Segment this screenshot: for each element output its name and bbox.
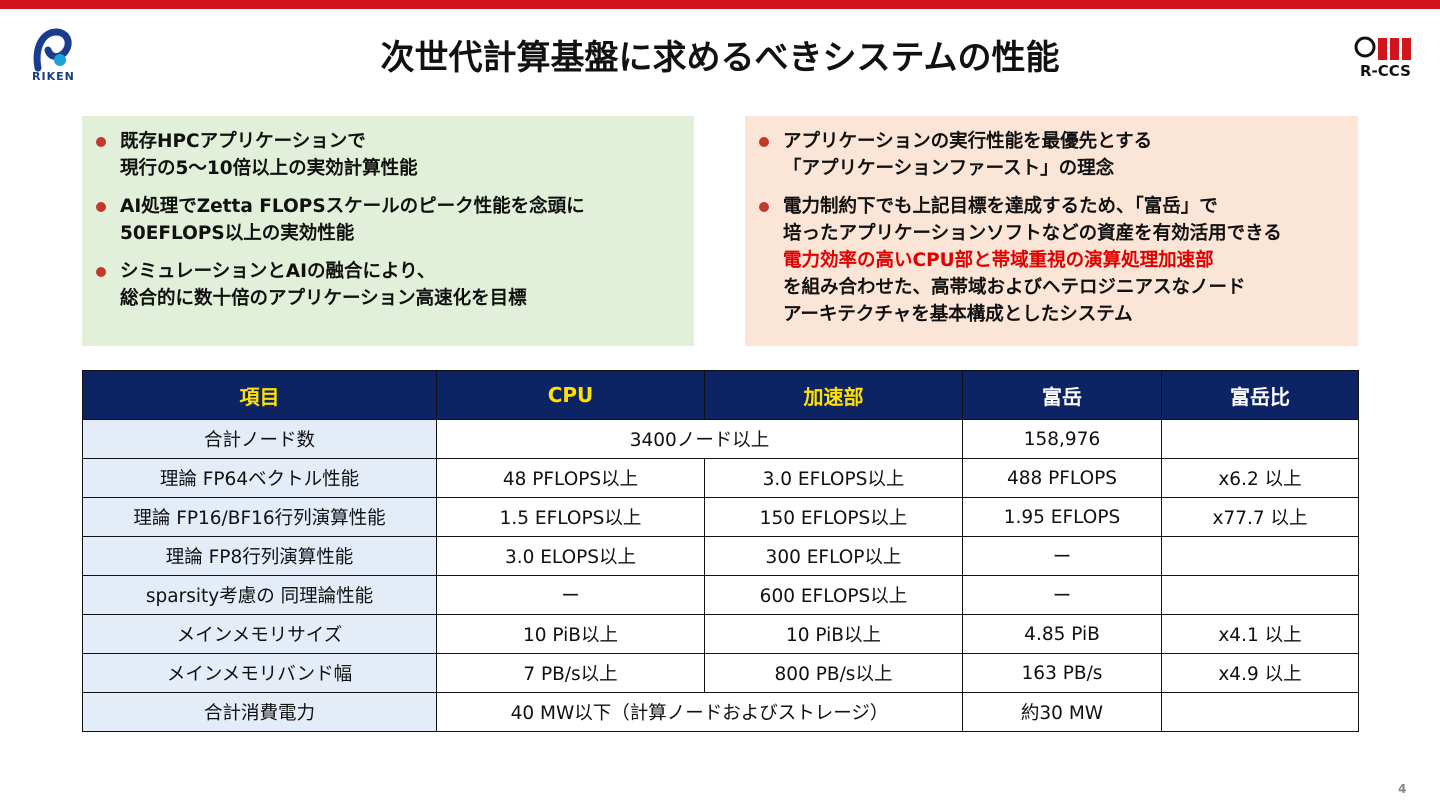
- bullet-line: 電力制約下でも上記目標を達成するため、「富岳」で: [783, 196, 1218, 217]
- bullet-line: 培ったアプリケーションソフトなどの資産を有効活用できる: [783, 223, 1282, 244]
- bullet-item: アプリケーションの実行性能を最優先とする 「アプリケーションファースト」の理念: [759, 128, 1344, 182]
- row-label: メインメモリバンド幅: [82, 653, 437, 693]
- bullet-dot-icon: [759, 202, 769, 212]
- rccs-logo-icon: [1354, 36, 1411, 60]
- top-accent-bar: [0, 0, 1440, 9]
- bullet-line: シミュレーションとAIの融合により、: [120, 261, 436, 282]
- cell-ratio: [1161, 575, 1359, 615]
- page-number: 4: [1398, 782, 1407, 796]
- row-label: 理論 FP64ベクトル性能: [82, 458, 437, 498]
- row-label: 合計消費電力: [82, 692, 437, 732]
- cell-fugaku: 1.95 EFLOPS: [962, 497, 1162, 537]
- cell-cpu: ー: [436, 575, 705, 615]
- cell-fugaku: 4.85 PiB: [962, 614, 1162, 654]
- page-title: 次世代計算基盤に求めるべきシステムの性能: [380, 38, 1060, 78]
- bullet-dot-icon: [96, 202, 106, 212]
- left-goals-panel: 既存HPCアプリケーションで 現行の5～10倍以上の実効計算性能 AI処理でZe…: [82, 116, 694, 346]
- cell-cpu: 7 PB/s以上: [436, 653, 705, 693]
- cell-ratio: x4.1 以上: [1161, 614, 1359, 654]
- cell-ratio: x6.2 以上: [1161, 458, 1359, 498]
- bullet-line: 50EFLOPS以上の実効性能: [120, 223, 355, 244]
- row-label: sparsity考慮の 同理論性能: [82, 575, 437, 615]
- spec-table: 項目 CPU 加速部 富岳 富岳比 合計ノード数 3400ノード以上 158,9…: [82, 370, 1359, 732]
- cell-fugaku: 158,976: [962, 419, 1162, 459]
- header-accelerator: 加速部: [704, 370, 963, 420]
- cell-fugaku: 488 PFLOPS: [962, 458, 1162, 498]
- cell-ratio: [1161, 419, 1359, 459]
- table-row: 理論 FP16/BF16行列演算性能 1.5 EFLOPS以上 150 EFLO…: [82, 497, 1359, 537]
- bullet-line: アプリケーションの実行性能を最優先とする: [783, 131, 1153, 152]
- cell-cpu: 3.0 ELOPS以上: [436, 536, 705, 576]
- cell-accelerator: 150 EFLOPS以上: [704, 497, 963, 537]
- header-item: 項目: [82, 370, 437, 420]
- bullet-item: 電力制約下でも上記目標を達成するため、「富岳」で 培ったアプリケーションソフトな…: [759, 193, 1344, 328]
- bullet-item: AI処理でZetta FLOPSスケールのピーク性能を念頭に 50EFLOPS以…: [96, 193, 680, 247]
- right-policy-panel: アプリケーションの実行性能を最優先とする 「アプリケーションファースト」の理念 …: [745, 116, 1358, 346]
- row-label: 理論 FP16/BF16行列演算性能: [82, 497, 437, 537]
- bullet-line: AI処理でZetta FLOPSスケールのピーク性能を念頭に: [120, 196, 585, 217]
- cell-ratio: x77.7 以上: [1161, 497, 1359, 537]
- cell-ratio: [1161, 692, 1359, 732]
- bullet-item: シミュレーションとAIの融合により、 総合的に数十倍のアプリケーション高速化を目…: [96, 258, 680, 312]
- bullet-line: アーキテクチャを基本構成としたシステム: [783, 304, 1133, 325]
- cell-ratio: [1161, 536, 1359, 576]
- row-label: メインメモリサイズ: [82, 614, 437, 654]
- cell-fugaku: ー: [962, 575, 1162, 615]
- bullet-dot-icon: [96, 137, 106, 147]
- table-row: sparsity考慮の 同理論性能 ー 600 EFLOPS以上 ー: [82, 575, 1359, 615]
- bullet-line: 「アプリケーションファースト」の理念: [783, 158, 1115, 179]
- table-row: 理論 FP64ベクトル性能 48 PFLOPS以上 3.0 EFLOPS以上 4…: [82, 458, 1359, 498]
- cell-accelerator: 10 PiB以上: [704, 614, 963, 654]
- cell-accelerator: 3.0 EFLOPS以上: [704, 458, 963, 498]
- cell-accelerator: 300 EFLOP以上: [704, 536, 963, 576]
- bullet-line: 総合的に数十倍のアプリケーション高速化を目標: [120, 288, 527, 309]
- bullet-dot-icon: [96, 267, 106, 277]
- row-label: 理論 FP8行列演算性能: [82, 536, 437, 576]
- riken-logo-text: RIKEN: [32, 70, 75, 83]
- bullet-line-highlight: 電力効率の高いCPU部と帯域重視の演算処理加速部: [783, 250, 1214, 271]
- cell-accelerator: 600 EFLOPS以上: [704, 575, 963, 615]
- cell-combined: 3400ノード以上: [436, 419, 963, 459]
- bullet-line: 現行の5～10倍以上の実効計算性能: [120, 158, 418, 179]
- cell-cpu: 10 PiB以上: [436, 614, 705, 654]
- bullet-line: 既存HPCアプリケーションで: [120, 131, 366, 152]
- bullet-line: を組み合わせた、高帯域およびヘテロジニアスなノード: [783, 277, 1246, 298]
- table-row: 合計ノード数 3400ノード以上 158,976: [82, 419, 1359, 459]
- cell-cpu: 1.5 EFLOPS以上: [436, 497, 705, 537]
- table-header-row: 項目 CPU 加速部 富岳 富岳比: [82, 370, 1359, 420]
- header-fugaku: 富岳: [962, 370, 1162, 420]
- cell-fugaku: 163 PB/s: [962, 653, 1162, 693]
- row-label: 合計ノード数: [82, 419, 437, 459]
- header-cpu: CPU: [436, 370, 705, 420]
- cell-cpu: 48 PFLOPS以上: [436, 458, 705, 498]
- header-fugaku-ratio: 富岳比: [1161, 370, 1359, 420]
- cell-fugaku: ー: [962, 536, 1162, 576]
- cell-ratio: x4.9 以上: [1161, 653, 1359, 693]
- cell-fugaku: 約30 MW: [962, 692, 1162, 732]
- table-row: メインメモリサイズ 10 PiB以上 10 PiB以上 4.85 PiB x4.…: [82, 614, 1359, 654]
- riken-logo-icon: [33, 28, 72, 72]
- table-row: 理論 FP8行列演算性能 3.0 ELOPS以上 300 EFLOP以上 ー: [82, 536, 1359, 576]
- cell-accelerator: 800 PB/s以上: [704, 653, 963, 693]
- bullet-item: 既存HPCアプリケーションで 現行の5～10倍以上の実効計算性能: [96, 128, 680, 182]
- rccs-logo-text: R-CCS: [1360, 62, 1411, 80]
- table-row: 合計消費電力 40 MW以下（計算ノードおよびストレージ） 約30 MW: [82, 692, 1359, 732]
- cell-combined: 40 MW以下（計算ノードおよびストレージ）: [436, 692, 963, 732]
- bullet-dot-icon: [759, 137, 769, 147]
- table-row: メインメモリバンド幅 7 PB/s以上 800 PB/s以上 163 PB/s …: [82, 653, 1359, 693]
